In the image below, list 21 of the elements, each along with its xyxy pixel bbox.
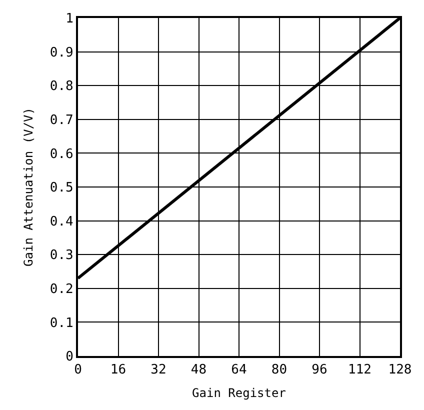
- x-tick-label: 112: [348, 362, 372, 378]
- y-tick-label: 1: [66, 12, 74, 27]
- x-tick-label: 16: [110, 362, 126, 378]
- x-tick-label: 80: [271, 362, 288, 378]
- y-tick-label: 0.4: [50, 214, 74, 230]
- y-axis-title: Gain Attenuation (V/V): [22, 108, 36, 266]
- y-tick-label: 0: [66, 350, 74, 365]
- x-tick-label: 64: [231, 362, 247, 378]
- y-tick-label: 0.1: [50, 316, 74, 331]
- x-tick-label: 96: [312, 362, 328, 378]
- y-tick-label: 0.5: [50, 180, 74, 196]
- y-tick-label: 0.8: [50, 79, 74, 94]
- y-tick-label: 0.6: [50, 146, 74, 162]
- x-tick-label: 128: [388, 362, 412, 378]
- y-tick-label: 0.9: [50, 45, 74, 60]
- y-tick-label: 0.3: [50, 248, 74, 264]
- x-tick-label: 48: [190, 362, 207, 378]
- y-tick-label: 0.2: [50, 282, 74, 297]
- y-tick-label: 0.7: [50, 112, 74, 128]
- x-axis-title: Gain Register: [192, 386, 286, 400]
- x-tick-label: 32: [150, 362, 166, 378]
